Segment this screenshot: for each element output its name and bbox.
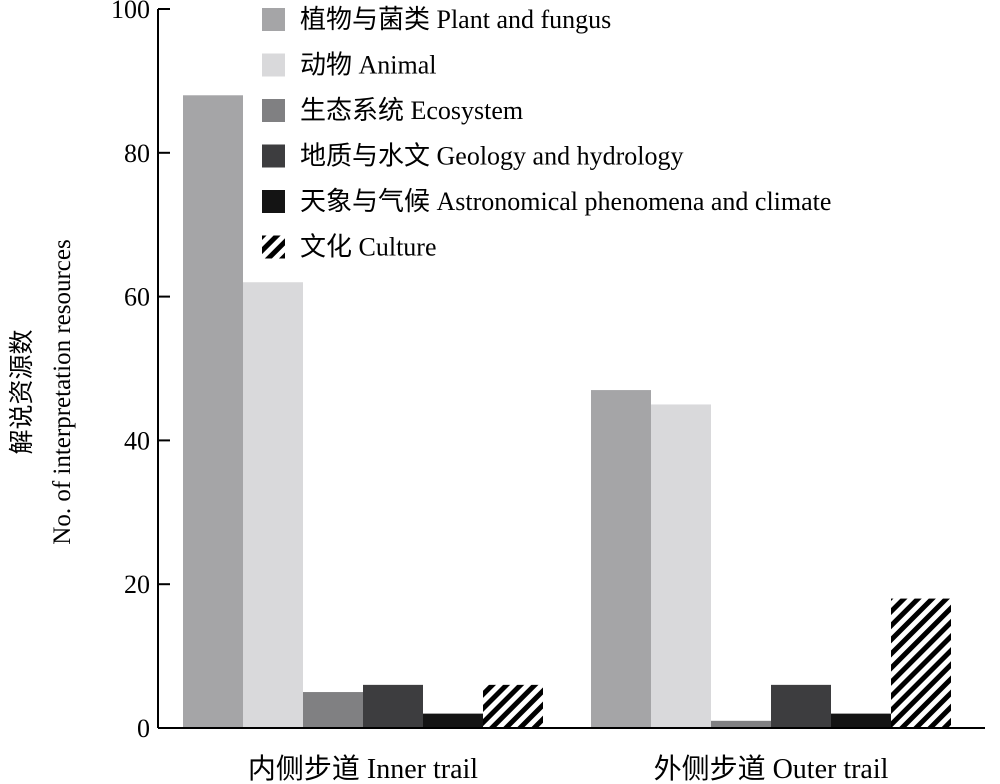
legend-label: 生态系统 Ecosystem bbox=[300, 96, 523, 125]
bar bbox=[651, 404, 711, 728]
legend-swatch bbox=[262, 53, 285, 77]
legend-swatch bbox=[262, 99, 285, 122]
legend-label: 植物与菌类 Plant and fungus bbox=[300, 5, 611, 34]
x-category-label: 外侧步道 Outer trail bbox=[654, 753, 889, 784]
y-tick-label: 0 bbox=[137, 714, 150, 743]
y-tick-label: 80 bbox=[124, 139, 150, 168]
y-axis-title-en: No. of interpretation resources bbox=[49, 239, 76, 544]
y-tick-label: 60 bbox=[124, 283, 150, 312]
legend-label: 天象与气候 Astronomical phenomena and climate bbox=[300, 187, 831, 216]
bar bbox=[423, 713, 483, 728]
bar bbox=[771, 684, 831, 728]
bar bbox=[591, 390, 651, 728]
bars bbox=[183, 95, 951, 728]
bar bbox=[711, 720, 771, 728]
legend: 植物与菌类 Plant and fungus 动物 Animal 生态系统 Ecos… bbox=[262, 5, 831, 262]
y-axis-title-cn: 解说资源数 bbox=[8, 329, 36, 454]
legend-swatch bbox=[262, 8, 285, 31]
legend-label: 动物 Animal bbox=[300, 51, 437, 80]
bar bbox=[183, 95, 243, 728]
legend-swatch bbox=[262, 235, 285, 259]
x-category-label: 内侧步道 Inner trail bbox=[248, 753, 478, 784]
legend-swatch bbox=[262, 144, 285, 168]
bar bbox=[483, 684, 543, 728]
legend-label: 文化 Culture bbox=[300, 233, 437, 262]
legend-label: 地质与水文 Geology and hydrology bbox=[300, 142, 683, 171]
bar bbox=[831, 713, 891, 728]
y-tick-label: 20 bbox=[124, 570, 150, 599]
y-axis: 0 20 40 60 80 100 bbox=[111, 0, 170, 743]
bar bbox=[303, 692, 363, 728]
bar bbox=[243, 282, 303, 728]
y-tick-label: 40 bbox=[124, 426, 150, 455]
bar bbox=[891, 598, 951, 728]
x-axis: 内侧步道 Inner trail 外侧步道 Outer trail bbox=[158, 727, 985, 784]
legend-swatch bbox=[262, 190, 285, 213]
bar bbox=[363, 684, 423, 728]
y-tick-label: 100 bbox=[111, 0, 150, 24]
